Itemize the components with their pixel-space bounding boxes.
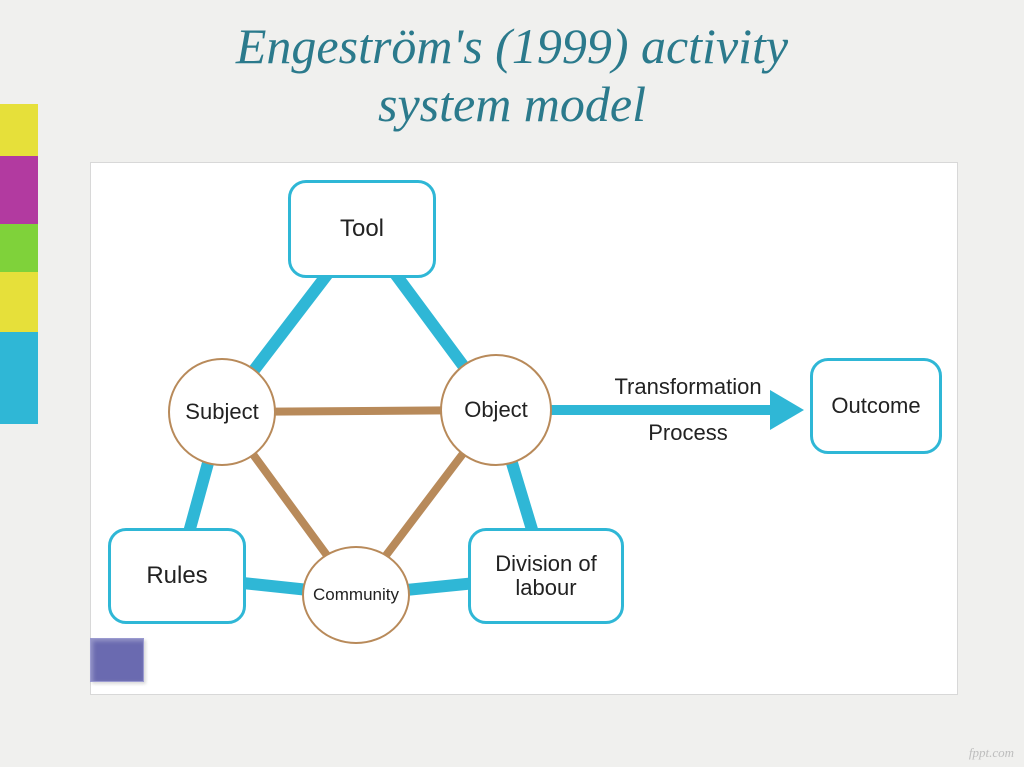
node-object: Object <box>440 354 552 466</box>
node-outcome: Outcome <box>810 358 942 454</box>
arrow-label-top: Transformation <box>588 374 788 400</box>
node-community: Community <box>302 546 410 644</box>
watermark: fppt.com <box>969 745 1014 761</box>
node-division: Division oflabour <box>468 528 624 624</box>
node-tool: Tool <box>288 180 436 278</box>
small-deco-box <box>90 638 144 682</box>
node-subject: Subject <box>168 358 276 466</box>
node-rules: Rules <box>108 528 246 624</box>
arrow-label-bottom: Process <box>588 420 788 446</box>
